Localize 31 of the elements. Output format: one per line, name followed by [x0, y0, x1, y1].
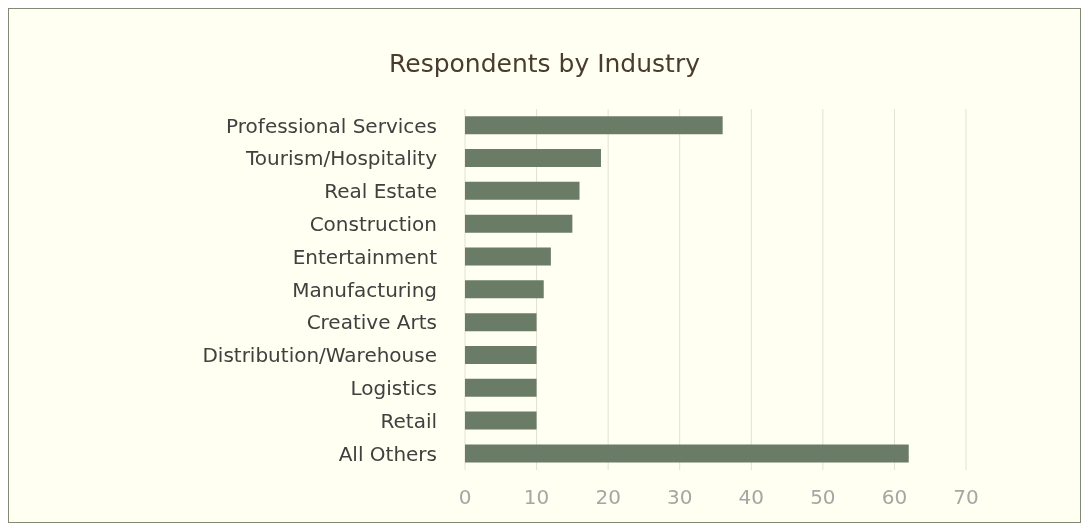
y-tick-label: Real Estate	[324, 179, 437, 204]
y-tick-label: Creative Arts	[306, 310, 437, 335]
bar	[465, 345, 537, 364]
x-tick-label: 50	[810, 485, 836, 510]
bar	[465, 149, 601, 168]
y-tick-label: Construction	[309, 211, 437, 236]
bar	[465, 280, 544, 299]
bar	[465, 214, 573, 233]
x-tick-label: 60	[881, 485, 908, 510]
bar	[465, 116, 723, 135]
y-tick-label: Tourism/Hospitality	[245, 146, 438, 171]
bar	[465, 378, 537, 397]
x-tick-label: 30	[666, 485, 693, 510]
y-tick-label: Distribution/Warehouse	[202, 343, 437, 368]
bar	[465, 247, 551, 266]
x-tick-label: 40	[738, 485, 765, 510]
bar	[465, 313, 537, 332]
x-tick-label: 0	[458, 485, 472, 510]
chart-title: Respondents by Industry	[388, 49, 701, 78]
x-tick-label: 20	[595, 485, 621, 510]
x-tick-label: 10	[523, 485, 550, 510]
y-tick-label: Logistics	[350, 376, 437, 401]
y-tick-label: All Others	[338, 441, 437, 466]
x-tick-label: 70	[953, 485, 979, 510]
bar	[465, 411, 537, 430]
y-tick-label: Manufacturing	[292, 277, 437, 302]
bar	[465, 444, 909, 463]
bar	[465, 181, 580, 200]
y-tick-label: Retail	[380, 408, 437, 433]
y-tick-label: Entertainment	[292, 244, 438, 269]
y-tick-label: Professional Services	[226, 113, 437, 138]
